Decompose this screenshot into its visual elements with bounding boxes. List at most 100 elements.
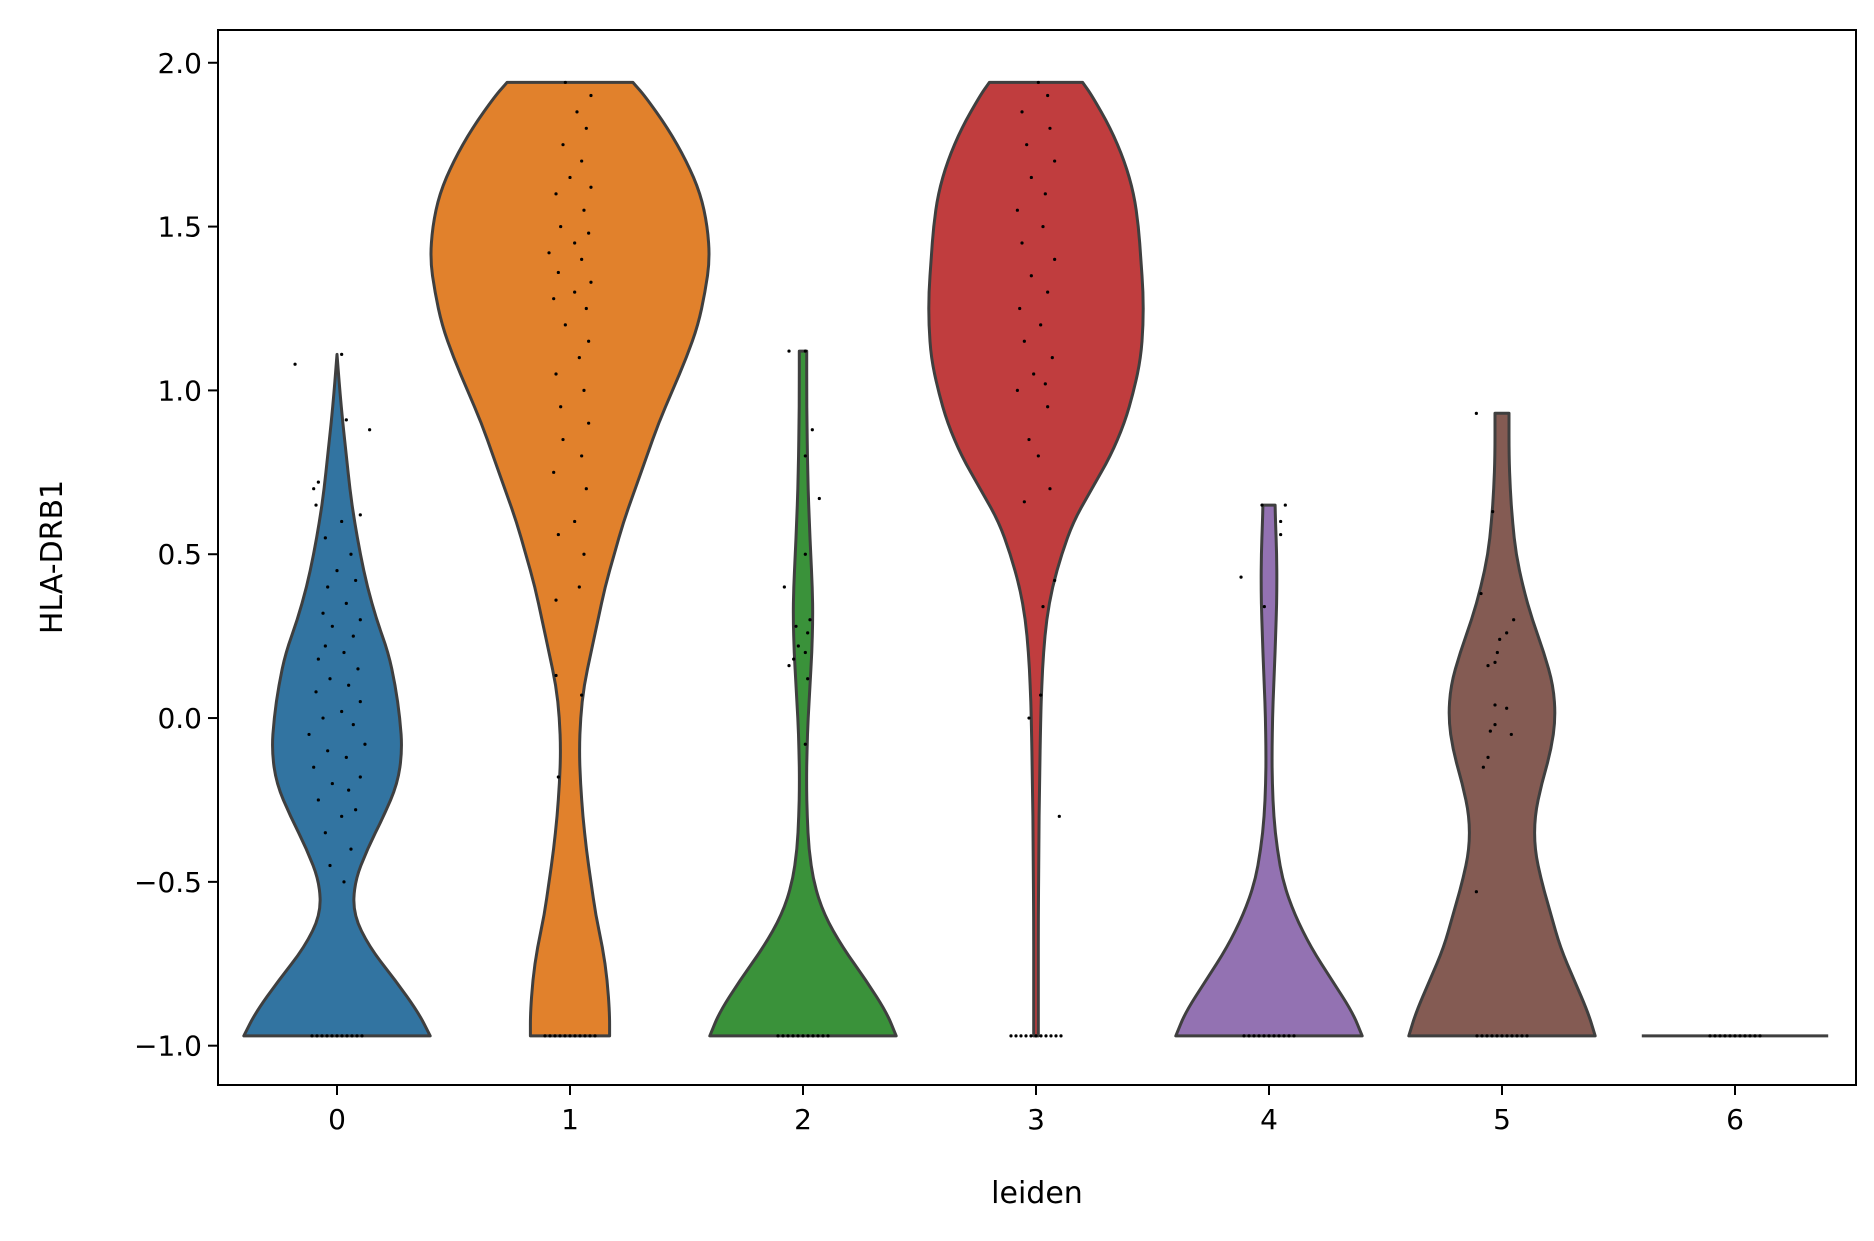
y-tick-label: 1.5: [157, 211, 202, 244]
data-point-0: [342, 880, 346, 884]
data-point-0: [312, 487, 316, 491]
data-point-4: [1257, 1034, 1261, 1038]
data-point-3: [1025, 143, 1029, 147]
data-point-1: [553, 1034, 557, 1038]
data-point-0: [326, 585, 330, 589]
data-point-0: [314, 690, 318, 694]
data-point-2: [811, 1034, 815, 1038]
x-tick-label: 0: [328, 1103, 346, 1136]
data-point-6: [1758, 1034, 1762, 1038]
data-point-4: [1262, 605, 1266, 609]
data-point-4: [1239, 575, 1243, 579]
data-point-0: [368, 428, 372, 432]
data-point-2: [792, 657, 796, 661]
data-point-4: [1283, 503, 1287, 507]
data-point-4: [1287, 1034, 1291, 1038]
data-point-0: [340, 709, 344, 714]
data-point-3: [1048, 126, 1052, 130]
data-point-5: [1488, 729, 1492, 733]
data-point-3: [1036, 80, 1040, 85]
data-point-1: [563, 323, 567, 327]
data-point-6: [1723, 1034, 1727, 1038]
data-point-1: [568, 175, 572, 180]
data-point-0: [326, 749, 330, 753]
data-point-2: [781, 1034, 785, 1038]
x-tick-label: 5: [1493, 1103, 1511, 1136]
data-point-1: [584, 487, 588, 491]
data-point-3: [1014, 1034, 1018, 1038]
data-point-1: [556, 775, 560, 779]
y-tick-label: −0.5: [134, 866, 202, 899]
data-point-4: [1279, 532, 1283, 537]
data-point-0: [321, 611, 325, 615]
data-point-3: [1053, 257, 1057, 261]
data-point-2: [796, 644, 800, 648]
data-point-3: [1027, 437, 1031, 442]
data-point-2: [791, 1034, 795, 1038]
data-point-0: [351, 722, 355, 727]
data-point-0: [351, 634, 355, 638]
data-point-3: [1027, 716, 1031, 720]
data-point-5: [1505, 706, 1509, 710]
data-point-0: [315, 1034, 319, 1038]
data-point-6: [1728, 1034, 1732, 1038]
data-point-1: [552, 297, 556, 301]
data-point-2: [826, 1034, 830, 1038]
data-point-1: [573, 241, 577, 245]
data-point-1: [582, 208, 586, 212]
data-point-4: [1267, 1034, 1271, 1038]
data-point-0: [350, 1034, 354, 1038]
violin-0: [242, 352, 432, 1038]
data-point-4: [1262, 1034, 1266, 1038]
data-point-5: [1481, 765, 1485, 769]
data-point-3: [1024, 1034, 1028, 1038]
data-point-5: [1490, 1034, 1494, 1038]
data-point-0: [340, 519, 344, 524]
violin-5: [1407, 411, 1597, 1038]
data-point-1: [578, 1034, 582, 1038]
data-point-3: [1032, 372, 1036, 376]
data-point-5: [1495, 650, 1499, 655]
data-point-2: [803, 349, 807, 353]
data-point-2: [816, 1034, 820, 1038]
data-point-0: [328, 863, 332, 868]
data-point-1: [580, 693, 584, 697]
data-point-0: [344, 601, 348, 605]
data-point-1: [561, 143, 565, 147]
data-point-5: [1493, 660, 1497, 664]
data-point-0: [349, 847, 353, 851]
data-point-0: [323, 644, 327, 648]
data-point-5: [1515, 1034, 1519, 1038]
data-point-5: [1486, 664, 1490, 668]
data-point-3: [1022, 500, 1026, 504]
data-point-2: [806, 677, 810, 681]
data-point-1: [589, 93, 593, 98]
data-point-0: [316, 798, 320, 802]
data-point-4: [1242, 1034, 1246, 1038]
data-point-0: [293, 362, 297, 366]
data-point-3: [1057, 814, 1061, 818]
data-point-1: [580, 257, 584, 261]
data-point-1: [588, 1034, 592, 1038]
data-point-2: [794, 624, 798, 628]
data-point-3: [1009, 1034, 1013, 1038]
data-point-1: [558, 1034, 562, 1038]
data-point-0: [345, 1034, 349, 1038]
data-point-3: [1053, 159, 1057, 163]
data-point-1: [556, 532, 560, 537]
data-point-0: [312, 765, 316, 769]
data-point-3: [1039, 323, 1043, 327]
data-point-1: [543, 1034, 547, 1038]
data-point-2: [808, 618, 812, 622]
data-point-3: [1018, 306, 1022, 311]
data-point-5: [1498, 637, 1502, 642]
data-point-1: [548, 1034, 552, 1038]
data-point-3: [1054, 1034, 1058, 1038]
data-point-1: [556, 270, 560, 275]
data-point-0: [335, 569, 339, 573]
data-point-4: [1252, 1034, 1256, 1038]
data-point-3: [1020, 110, 1024, 114]
data-point-0: [358, 513, 362, 517]
data-point-2: [787, 349, 791, 353]
data-point-0: [323, 831, 327, 835]
